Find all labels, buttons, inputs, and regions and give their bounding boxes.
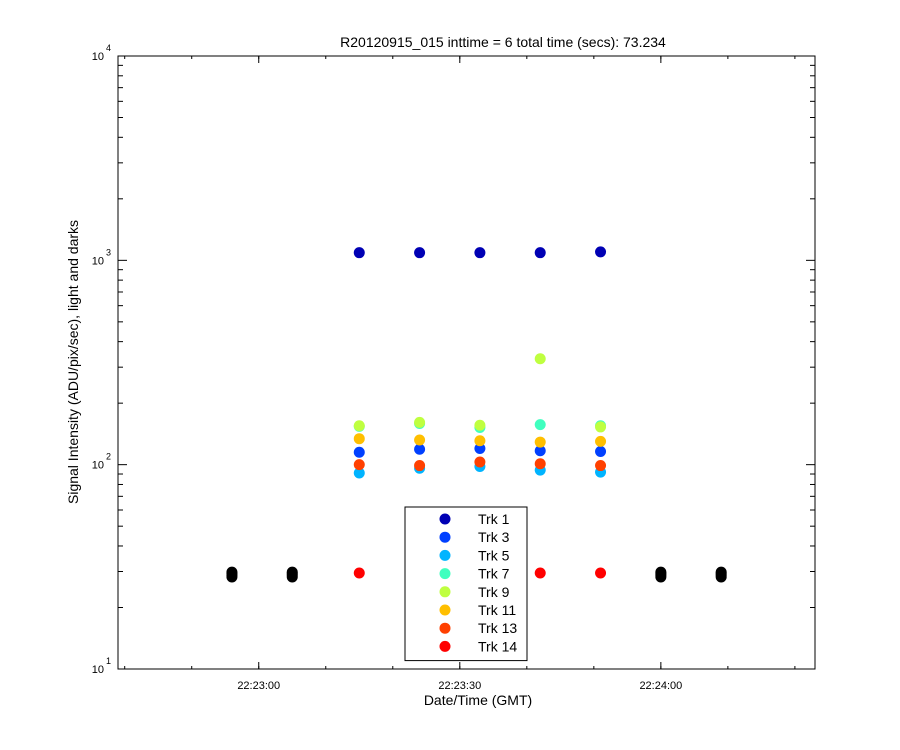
x-tick-label: 22:23:00 [237, 680, 280, 692]
dark-point [226, 566, 238, 578]
legend-marker [439, 604, 451, 616]
y-tick-label: 10 [92, 664, 104, 676]
data-point [474, 435, 486, 447]
data-point [595, 246, 607, 258]
data-point [534, 567, 546, 579]
data-point [474, 247, 486, 259]
legend-label: Trk 1 [478, 511, 510, 527]
y-tick-exponent: 3 [106, 247, 111, 257]
data-point [414, 434, 426, 446]
legend-marker [439, 549, 451, 561]
legend: Trk 1 Trk 3 Trk 5 Trk 7 Trk 9 Trk 11 Trk 13 Trk… [404, 506, 528, 662]
legend-label: Trk 3 [478, 529, 510, 545]
y-tick-label: 10 [92, 51, 104, 63]
data-point [595, 460, 607, 472]
y-tick-label: 10 [92, 255, 104, 267]
data-point [414, 443, 426, 455]
legend-marker [439, 531, 451, 543]
data-point [353, 433, 365, 445]
chart-title: R20120915_015 inttime = 6 total time (se… [340, 34, 666, 50]
dark-point [286, 566, 298, 578]
x-tick-label: 22:24:00 [639, 680, 682, 692]
x-tick-label: 22:23:30 [438, 680, 481, 692]
data-point [534, 458, 546, 470]
y-tick-exponent: 1 [106, 656, 111, 666]
data-point [595, 435, 607, 447]
data-point [595, 567, 607, 579]
legend-marker [439, 622, 451, 634]
data-point [353, 247, 365, 259]
y-tick-label: 10 [92, 460, 104, 472]
legend-box [404, 506, 528, 662]
legend-label: Trk 7 [478, 566, 510, 582]
data-point [414, 460, 426, 472]
legend-label: Trk 13 [478, 620, 517, 636]
data-point [353, 467, 365, 479]
data-point [534, 353, 546, 365]
data-point [474, 456, 486, 468]
y-axis-label: Signal Intensity (ADU/pix/sec), light an… [65, 220, 81, 504]
dark-point [655, 566, 667, 578]
y-tick-exponent: 2 [106, 452, 111, 462]
data-point [595, 445, 607, 457]
x-axis-label: Date/Time (GMT) [424, 692, 532, 708]
data-point [534, 419, 546, 431]
data-point [534, 445, 546, 457]
data-point [353, 567, 365, 579]
legend-marker [439, 586, 451, 598]
legend-label: Trk 14 [478, 638, 517, 654]
data-point [534, 436, 546, 448]
legend-label: Trk 5 [478, 547, 510, 563]
data-marks [226, 246, 727, 583]
legend-label: Trk 11 [478, 602, 516, 618]
legend-marker [439, 513, 451, 525]
data-point [474, 419, 486, 431]
data-point [353, 459, 365, 471]
data-point [534, 247, 546, 259]
data-point [474, 442, 486, 454]
data-point [414, 247, 426, 259]
y-tick-exponent: 4 [106, 43, 111, 53]
data-point [595, 421, 607, 433]
plot-frame [117, 55, 816, 670]
dark-point [715, 566, 727, 578]
data-point [414, 416, 426, 428]
data-point [353, 420, 365, 432]
legend-marker [439, 568, 451, 580]
legend-marker [439, 640, 451, 652]
legend-label: Trk 9 [478, 584, 510, 600]
data-point [353, 446, 365, 458]
